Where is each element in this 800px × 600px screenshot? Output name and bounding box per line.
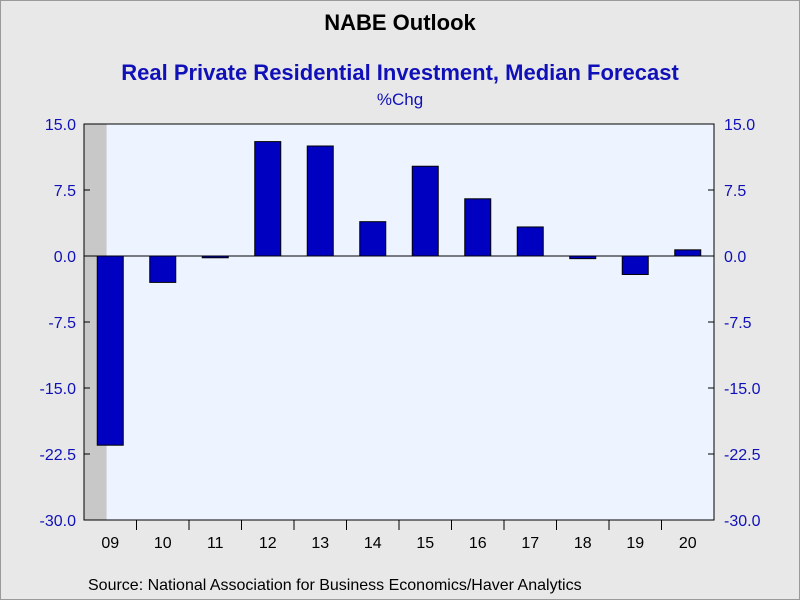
y-tick-label-left: 15.0 xyxy=(45,117,76,134)
bar-14 xyxy=(359,221,387,257)
x-tick-label: 18 xyxy=(574,535,592,552)
bar-16 xyxy=(464,198,492,257)
y-tick-label-right: -30.0 xyxy=(724,513,761,530)
y-tick-label-right: -7.5 xyxy=(724,315,752,332)
chart-title: NABE Outlook xyxy=(324,10,476,35)
bar-09 xyxy=(96,255,124,446)
y-tick-label-left: -15.0 xyxy=(40,381,77,398)
bar-17 xyxy=(516,226,544,257)
x-tick-label: 12 xyxy=(259,535,277,552)
unit-label: %Chg xyxy=(376,90,424,109)
y-tick-label-left: -7.5 xyxy=(48,315,76,332)
y-tick-label-left: -22.5 xyxy=(40,447,77,464)
y-tick-label-right: -22.5 xyxy=(724,447,761,464)
y-tick-label-right: 7.5 xyxy=(724,183,746,200)
bar-13 xyxy=(306,145,334,257)
y-tick-label-right: 15.0 xyxy=(724,117,755,134)
y-tick-label-left: 7.5 xyxy=(54,183,76,200)
x-tick-label: 09 xyxy=(101,535,119,552)
x-tick-label: 13 xyxy=(311,535,329,552)
bar-20 xyxy=(674,249,702,257)
y-tick-label-right: -15.0 xyxy=(724,381,761,398)
x-tick-label: 20 xyxy=(679,535,697,552)
bar-15 xyxy=(411,165,439,257)
bar-12 xyxy=(254,141,282,257)
x-tick-label: 17 xyxy=(521,535,539,552)
x-tick-label: 19 xyxy=(626,535,644,552)
x-tick-label: 15 xyxy=(416,535,434,552)
x-tick-label: 10 xyxy=(154,535,172,552)
chart-subtitle: Real Private Residential Investment, Med… xyxy=(121,60,679,85)
x-tick-label: 14 xyxy=(364,535,382,552)
y-tick-label-left: -30.0 xyxy=(40,513,77,530)
bar-11 xyxy=(201,255,229,259)
plot-area xyxy=(84,124,714,520)
source-note: Source: National Association for Busines… xyxy=(88,577,582,594)
x-tick-label: 11 xyxy=(207,535,224,552)
bar-18 xyxy=(569,255,597,260)
x-tick-label: 16 xyxy=(469,535,487,552)
y-tick-label-right: 0.0 xyxy=(724,249,746,266)
bar-10 xyxy=(149,255,177,283)
y-tick-label-left: 0.0 xyxy=(54,249,76,266)
bar-19 xyxy=(621,255,649,275)
